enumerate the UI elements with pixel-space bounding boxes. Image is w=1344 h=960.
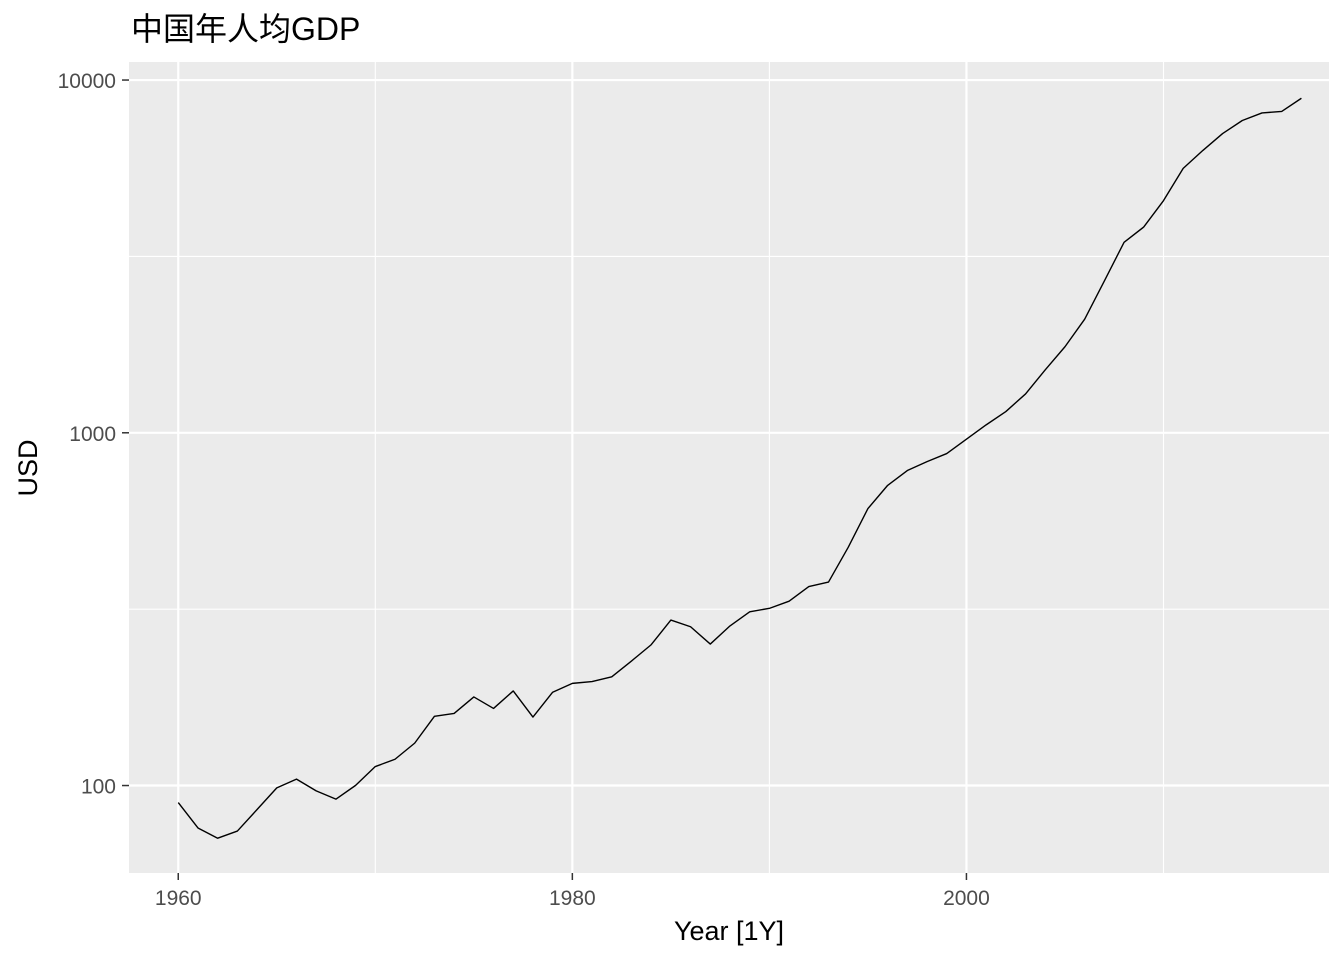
series-layer xyxy=(177,97,1302,839)
y-tick-label: 1000 xyxy=(69,423,116,446)
y-axis-label: USD xyxy=(13,439,43,496)
grid-minor-lines xyxy=(129,62,1329,873)
x-axis-label: Year [1Y] xyxy=(674,916,784,946)
chart-title: 中国年人均GDP xyxy=(131,11,360,47)
x-axis: 1960 1980 2000 xyxy=(155,873,990,910)
x-tick-label: 1960 xyxy=(155,887,202,910)
series-line-0 xyxy=(177,97,1302,839)
grid-major-lines xyxy=(129,62,1329,873)
plot-panel xyxy=(129,62,1329,873)
y-axis: 100 1000 10000 xyxy=(58,70,129,799)
x-tick-label: 2000 xyxy=(943,887,990,910)
y-tick-label: 100 xyxy=(81,776,116,799)
y-tick-label: 10000 xyxy=(58,70,116,93)
x-tick-label: 1980 xyxy=(549,887,596,910)
